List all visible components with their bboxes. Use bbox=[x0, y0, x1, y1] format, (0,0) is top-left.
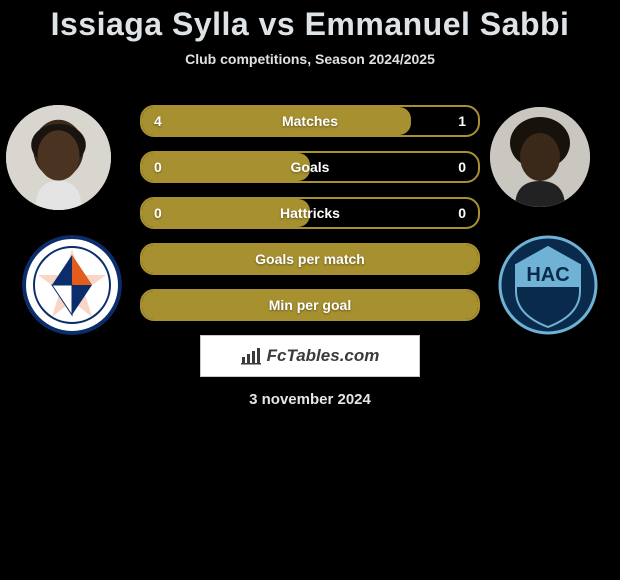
bar-right-value: 0 bbox=[458, 205, 466, 221]
svg-text:HAC: HAC bbox=[526, 264, 569, 286]
brand-box[interactable]: FcTables.com bbox=[200, 335, 420, 377]
player-right-avatar bbox=[490, 107, 590, 207]
brand-text: FcTables.com bbox=[267, 346, 380, 366]
bar-matches: 4 Matches 1 bbox=[140, 105, 480, 137]
comparison-panel: HAC 4 Matches 1 0 Goals 0 0 Hattricks 0 … bbox=[0, 87, 620, 408]
club-left-badge bbox=[22, 235, 122, 335]
bar-goals-per-match: Goals per match bbox=[140, 243, 480, 275]
bar-right-value: 0 bbox=[458, 159, 466, 175]
chart-icon bbox=[241, 347, 261, 365]
bar-label: Matches bbox=[282, 113, 338, 129]
club-right-badge: HAC bbox=[498, 235, 598, 335]
stat-bars: 4 Matches 1 0 Goals 0 0 Hattricks 0 Goal… bbox=[140, 87, 480, 321]
bar-goals: 0 Goals 0 bbox=[140, 151, 480, 183]
bar-left-value: 0 bbox=[154, 205, 162, 221]
bar-label: Hattricks bbox=[280, 205, 340, 221]
bar-min-per-goal: Min per goal bbox=[140, 289, 480, 321]
bar-label: Goals bbox=[291, 159, 330, 175]
subtitle: Club competitions, Season 2024/2025 bbox=[0, 51, 620, 67]
player-left-avatar bbox=[6, 105, 111, 210]
bar-left-value: 0 bbox=[154, 159, 162, 175]
date: 3 november 2024 bbox=[0, 391, 620, 408]
bar-label: Goals per match bbox=[255, 251, 365, 267]
bar-hattricks: 0 Hattricks 0 bbox=[140, 197, 480, 229]
page-title: Issiaga Sylla vs Emmanuel Sabbi bbox=[0, 0, 620, 43]
bar-left-value: 4 bbox=[154, 113, 162, 129]
bar-label: Min per goal bbox=[269, 297, 351, 313]
bar-right-value: 1 bbox=[458, 113, 466, 129]
